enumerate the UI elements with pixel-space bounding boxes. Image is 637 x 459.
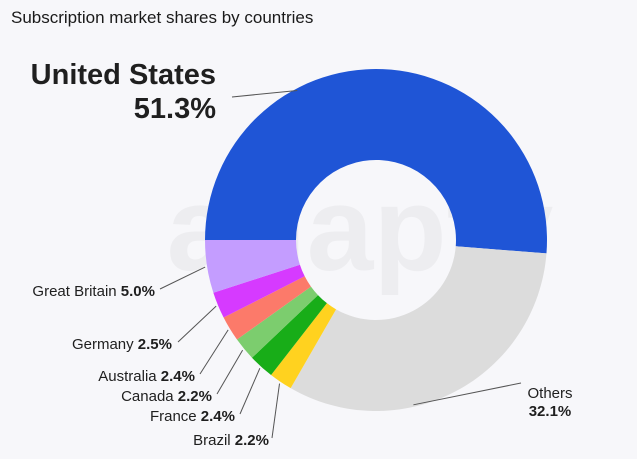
slice-brazil [271,303,337,389]
leader-line-germany [177,305,217,343]
leader-line-france [239,368,261,415]
label-others: Others [527,385,572,402]
label-name-australia: Australia [98,368,161,385]
slice-germany [213,264,305,318]
leader-line-united-states [231,89,298,98]
value-france: 2.4% [201,408,235,425]
slice-france [251,295,327,376]
leader-line-brazil [271,383,281,439]
label-brazil: Brazil 2.2% [193,432,269,449]
value-germany: 2.5% [138,336,172,353]
slice-australia [223,276,311,340]
label-australia: Australia 2.4% [98,368,195,385]
leader-line-great-britain [159,266,206,290]
chart-title: Subscription market shares by countries [11,8,314,27]
slice-canada [236,286,318,358]
slice-others [290,246,547,412]
value-canada: 2.2% [178,388,212,405]
label-canada: Canada 2.2% [121,388,212,405]
value-others: 32.1% [529,403,572,420]
label-great-britain: Great Britain 5.0% [32,283,155,300]
label-name-canada: Canada [121,388,178,405]
label-name-germany: Germany [72,336,138,353]
leader-line-australia [199,329,229,375]
label-name-great-britain: Great Britain [32,283,120,300]
slice-united-states [205,69,547,254]
label-united-states: United States [31,59,216,91]
slice-great-britain [205,240,300,293]
label-germany: Germany 2.5% [72,336,172,353]
label-name-brazil: Brazil [193,432,235,449]
label-france: France 2.4% [150,408,235,425]
label-name-france: France [150,408,201,425]
value-australia: 2.4% [161,368,195,385]
value-great-britain: 5.0% [121,283,155,300]
value-brazil: 2.2% [235,432,269,449]
leader-line-others [413,382,522,406]
leader-line-canada [216,349,244,395]
value-united-states: 51.3% [134,93,216,125]
